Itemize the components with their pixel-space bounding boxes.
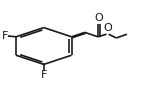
Text: F: F	[41, 70, 47, 80]
Text: O: O	[103, 23, 112, 33]
Text: F: F	[2, 31, 8, 41]
Text: O: O	[95, 13, 103, 23]
